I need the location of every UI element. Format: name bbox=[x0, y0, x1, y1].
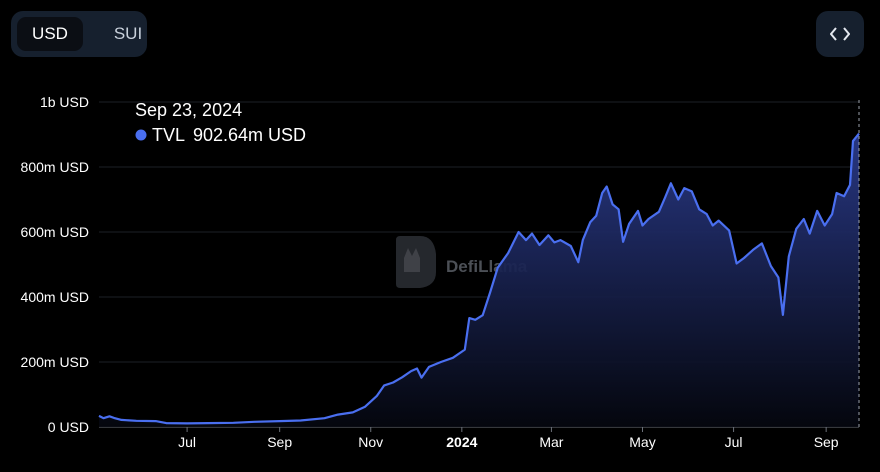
tvl-area bbox=[99, 133, 859, 427]
x-tick-label: May bbox=[629, 434, 655, 450]
y-tick-label: 600m USD bbox=[21, 224, 89, 240]
tooltip-value: 902.64m USD bbox=[193, 125, 306, 145]
sui-toggle-button[interactable]: SUI bbox=[113, 24, 143, 43]
tooltip-date: Sep 23, 2024 bbox=[135, 100, 242, 120]
code-brackets-icon bbox=[830, 27, 850, 41]
x-tick-label: Nov bbox=[358, 434, 383, 450]
tvl-series-line bbox=[98, 132, 860, 425]
y-tick-label: 400m USD bbox=[21, 289, 89, 305]
x-tick-label: Mar bbox=[539, 434, 563, 450]
x-tick-label: Jul bbox=[178, 434, 196, 450]
y-tick-label: 200m USD bbox=[21, 354, 89, 370]
llama-logo-icon bbox=[396, 236, 436, 288]
y-axis: 0 USD 200m USD 400m USD 600m USD 800m USD 1b … bbox=[21, 94, 89, 435]
tooltip: Sep 23, 2024 TVL 902.64m USD bbox=[135, 100, 306, 145]
x-tick-label: Sep bbox=[267, 434, 292, 450]
x-tick-label: Sep bbox=[814, 434, 839, 450]
x-axis: Jul Sep Nov 2024 Mar May Jul Sep bbox=[99, 426, 859, 450]
y-tick-label: 800m USD bbox=[21, 159, 89, 175]
tooltip-series-dot bbox=[135, 129, 147, 141]
x-tick-label: 2024 bbox=[446, 434, 477, 450]
y-tick-label: 0 USD bbox=[48, 419, 89, 435]
embed-code-button[interactable] bbox=[816, 11, 864, 57]
y-tick-label: 1b USD bbox=[40, 94, 89, 110]
usd-toggle-button[interactable]: USD bbox=[17, 17, 83, 51]
currency-toggle: USD SUI bbox=[11, 11, 147, 57]
x-tick-label: Jul bbox=[725, 434, 743, 450]
tooltip-series-name: TVL bbox=[152, 125, 185, 145]
